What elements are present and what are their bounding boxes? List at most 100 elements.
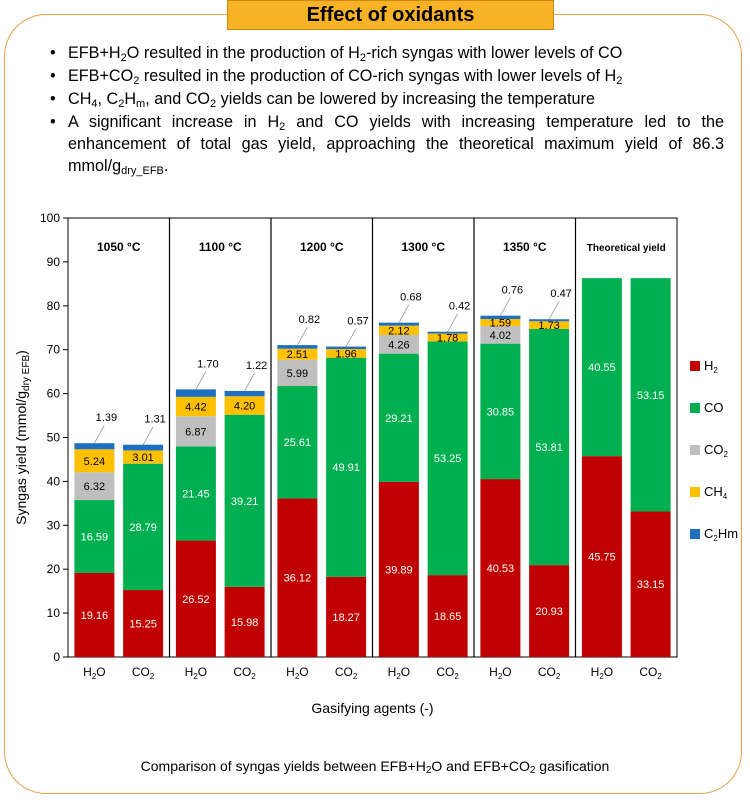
bar-segment-co <box>529 328 570 566</box>
syngas-chart: 0 10 20 30 40 50 60 70 80 90 100 Syngas yield (mmol… <box>0 200 750 740</box>
bar-segment-ch4 <box>326 349 367 358</box>
bullet-item: EFB+H2O resulted in the production of H2… <box>44 42 724 64</box>
x-tick-label: CO2 <box>639 665 662 681</box>
x-tick-label: H2O <box>185 665 207 681</box>
legend-label: H2 <box>704 358 718 375</box>
data-label: 40.53 <box>487 563 515 575</box>
bar-segment-co <box>326 357 367 577</box>
bar-segment-h2 <box>277 498 318 657</box>
data-label: 21.45 <box>182 488 210 500</box>
leader-line <box>142 426 154 445</box>
x-tick-label: H2O <box>591 665 613 681</box>
data-label: 1.22 <box>246 360 267 372</box>
bar-segment-c2hm <box>378 322 419 326</box>
bar-segment-c2hm <box>480 315 521 320</box>
text-part: H <box>124 90 137 108</box>
y-tick-label: 90 <box>47 255 61 269</box>
subscript-text: m <box>136 98 146 110</box>
bar-segment-c2hm <box>175 389 216 397</box>
data-label: 1.70 <box>197 358 218 370</box>
text-part: CH <box>68 90 92 108</box>
x-tick-label: H2O <box>83 665 105 681</box>
data-label: 0.68 <box>400 292 421 304</box>
data-label: 33.15 <box>637 579 665 591</box>
y-tick-label: 20 <box>47 562 61 576</box>
y-tick-label: 70 <box>47 343 61 357</box>
bar-segment-co2 <box>378 334 419 354</box>
bullet-item: EFB+CO2 resulted in the production of CO… <box>44 65 724 87</box>
y-tick-label: 100 <box>40 211 60 225</box>
bar-segment-h2 <box>581 456 622 657</box>
data-label: 25.61 <box>284 437 312 449</box>
leader-line <box>195 371 207 390</box>
figure-caption: Comparison of syngas yields between EFB+… <box>0 758 750 776</box>
data-label: 18.65 <box>434 611 462 623</box>
y-tick-label: 30 <box>47 518 61 532</box>
x-tick-label: CO2 <box>436 665 459 681</box>
bar-segment-c2hm <box>224 390 265 397</box>
text-part: -rich syngas with lower levels of CO <box>365 44 623 62</box>
bar-segment-h2 <box>529 565 570 657</box>
y-tick-label: 10 <box>47 606 61 620</box>
bar-segment-ch4 <box>224 396 265 415</box>
text-part: EFB+CO <box>68 67 134 85</box>
text-part: gasification <box>535 758 610 774</box>
data-label: 1.59 <box>490 318 511 330</box>
text-part: Comparison of syngas yields between EFB+… <box>140 758 426 774</box>
data-label: 26.52 <box>182 594 210 606</box>
bar-segment-co2 <box>480 325 521 344</box>
group-label: 1300 °C <box>402 240 446 254</box>
leader-line <box>244 372 255 392</box>
leader-line <box>447 313 458 332</box>
bar-segment-ch4 <box>123 450 164 464</box>
data-label: 53.81 <box>535 442 563 454</box>
data-label: 20.93 <box>535 606 563 618</box>
leader-line <box>345 328 357 347</box>
bar-segment-ch4 <box>277 348 318 360</box>
subscript-text: 2 <box>425 765 432 776</box>
group-label: Theoretical yield <box>587 243 666 254</box>
subscript-text: 4 <box>91 98 98 110</box>
data-label: 15.98 <box>231 617 259 629</box>
bar-segment-c2hm <box>529 319 570 322</box>
y-tick-label: 50 <box>47 431 61 445</box>
bullet-item: A significant increase in H2 and CO yiel… <box>44 111 724 177</box>
bar-segment-ch4 <box>378 325 419 335</box>
bar-segment-h2 <box>630 511 671 657</box>
bar-segment-co <box>277 386 318 499</box>
data-label: 49.91 <box>332 462 360 474</box>
bar-segment-h2 <box>123 590 164 657</box>
bullet-item: CH4, C2Hm, and CO2 yields can be lowered… <box>44 88 724 110</box>
bar-segment-h2 <box>74 572 115 657</box>
bar-segment-c2hm <box>326 346 367 350</box>
bar-segment-h2 <box>378 481 419 657</box>
subscript-text: 2 <box>120 52 127 64</box>
text-part: EFB+H <box>68 44 121 62</box>
data-label: 5.24 <box>84 456 105 468</box>
data-label: 0.76 <box>502 285 523 297</box>
subscript-text: 2 <box>359 52 366 64</box>
data-label: 1.39 <box>96 412 117 424</box>
data-label: 4.20 <box>234 400 255 412</box>
data-label: 39.89 <box>385 564 413 576</box>
bar-segment-co <box>480 343 521 480</box>
x-tick-label: H2O <box>489 665 511 681</box>
y-tick-label: 0 <box>53 650 60 664</box>
subscript-text: 2 <box>118 98 125 110</box>
x-tick-label: H2O <box>388 665 410 681</box>
x-tick-label: CO2 <box>132 665 155 681</box>
data-label: 16.59 <box>81 531 109 543</box>
text-part: resulted in the production of CO-rich sy… <box>139 67 617 85</box>
bullet-list: EFB+H2O resulted in the production of H2… <box>44 42 724 178</box>
text-part: , C <box>97 90 119 108</box>
bar-segment-h2 <box>427 575 468 657</box>
subscript-text: 2 <box>529 765 536 776</box>
data-label: 4.02 <box>490 330 511 342</box>
group-label: 1350 °C <box>503 240 547 254</box>
bar-segment-ch4 <box>427 333 468 342</box>
chart-svg: 0 10 20 30 40 50 60 70 80 90 100 Syngas yield (mmol… <box>13 211 738 716</box>
legend-label: C2Hm <box>704 526 738 543</box>
legend-label: CO2 <box>704 442 729 459</box>
data-label: 0.82 <box>299 314 320 326</box>
data-label: 2.51 <box>287 349 308 361</box>
